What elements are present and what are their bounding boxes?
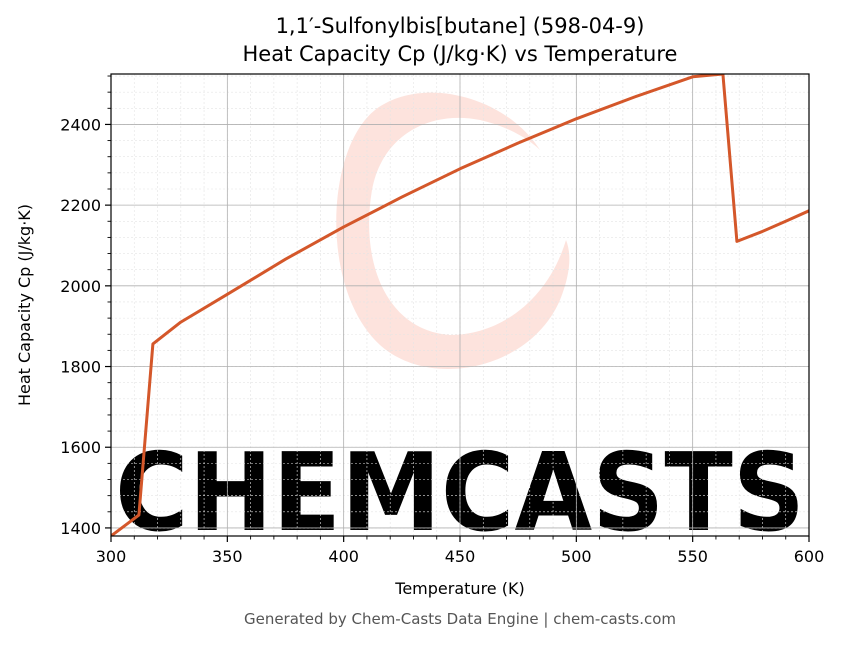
chart-subtitle: Heat Capacity Cp (J/kg·K) vs Temperature <box>243 42 678 66</box>
series-layer <box>111 74 809 536</box>
x-tick-label: 550 <box>677 547 708 566</box>
y-tick-label: 2200 <box>60 196 101 215</box>
y-axis-label: Heat Capacity Cp (J/kg·K) <box>15 204 34 406</box>
x-tick-label: 450 <box>445 547 476 566</box>
y-tick-label: 2400 <box>60 115 101 134</box>
chart-title: 1,1′-Sulfonylbis[butane] (598-04-9) <box>276 14 645 38</box>
y-tick-label: 1400 <box>60 519 101 538</box>
series-line <box>111 74 809 536</box>
x-tick-label: 400 <box>328 547 359 566</box>
y-tick-label: 1600 <box>60 438 101 457</box>
y-tick-label: 2000 <box>60 277 101 296</box>
x-axis: 300 350 400 450 500 550 600 <box>96 536 825 566</box>
y-tick-label: 1800 <box>60 358 101 377</box>
grid-major <box>110 74 810 536</box>
x-tick-label: 350 <box>212 547 243 566</box>
x-tick-label: 600 <box>794 547 825 566</box>
x-axis-label: Temperature (K) <box>394 579 524 598</box>
x-tick-label: 300 <box>96 547 127 566</box>
watermark-logo-icon <box>336 92 570 370</box>
y-axis: 1400 1600 1800 2000 2200 2400 <box>60 75 111 538</box>
footer-credit: Generated by Chem-Casts Data Engine | ch… <box>244 610 676 628</box>
x-tick-label: 500 <box>561 547 592 566</box>
